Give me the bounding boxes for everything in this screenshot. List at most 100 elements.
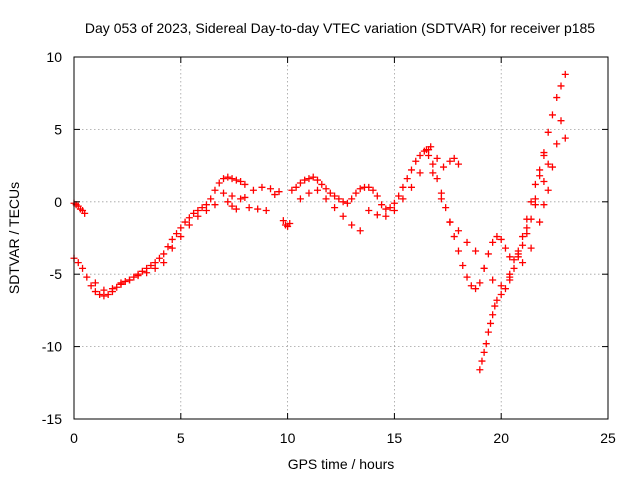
axis-ticks	[73, 56, 609, 420]
data-point	[241, 193, 249, 201]
data-point	[472, 285, 480, 293]
series-midday-track	[288, 146, 433, 213]
data-point	[446, 157, 454, 165]
data-point	[286, 220, 294, 228]
data-point	[365, 206, 373, 214]
data-point	[399, 195, 407, 203]
series-early-arc	[70, 199, 89, 217]
data-point	[177, 233, 185, 241]
data-point	[491, 302, 499, 310]
series-main-track	[70, 173, 249, 300]
data-point	[480, 348, 488, 356]
data-point	[427, 143, 435, 151]
data-point	[130, 273, 138, 281]
data-point	[305, 189, 313, 197]
data-point	[296, 195, 304, 203]
x-tick-label: 25	[600, 430, 616, 446]
data-point	[185, 214, 193, 222]
x-tick-label: 10	[280, 430, 296, 446]
data-point	[478, 357, 486, 365]
data-point	[548, 163, 556, 171]
data-point	[467, 282, 475, 290]
data-point	[91, 279, 99, 287]
data-point	[301, 176, 309, 184]
x-tick-label: 20	[493, 430, 509, 446]
data-point	[454, 227, 462, 235]
data-point	[472, 247, 480, 255]
data-point	[126, 276, 134, 284]
data-point	[160, 250, 168, 258]
grid	[74, 57, 608, 419]
data-point	[305, 175, 313, 183]
series-late-morning-scatter	[224, 183, 283, 214]
y-tick-label: -5	[50, 266, 63, 282]
data-point	[74, 259, 82, 267]
data-point	[228, 202, 236, 210]
data-point	[322, 185, 330, 193]
data-point	[544, 160, 552, 168]
data-point	[531, 180, 539, 188]
data-point	[544, 128, 552, 136]
data-point	[134, 272, 142, 280]
data-point	[561, 70, 569, 78]
data-point	[519, 241, 527, 249]
data-point	[331, 204, 339, 212]
data-point	[168, 244, 176, 252]
data-point	[506, 253, 514, 261]
data-point	[501, 244, 509, 252]
data-point	[241, 180, 249, 188]
data-point	[395, 192, 403, 200]
data-point	[309, 173, 317, 181]
data-point	[442, 204, 450, 212]
data-point	[232, 205, 240, 213]
data-point	[510, 264, 518, 272]
plot-frame	[73, 56, 609, 420]
data-point	[335, 195, 343, 203]
data-point	[493, 233, 501, 241]
y-tick-label: -15	[42, 411, 62, 427]
data-point	[352, 189, 360, 197]
data-point	[429, 160, 437, 168]
y-tick-label: 10	[46, 49, 62, 65]
series-late-ramp-b	[519, 117, 569, 267]
data-point	[275, 188, 283, 196]
data-point	[339, 212, 347, 220]
data-point	[237, 178, 245, 186]
data-point	[446, 218, 454, 226]
data-point	[561, 134, 569, 142]
data-point	[160, 259, 168, 267]
data-point	[173, 230, 181, 238]
data-point	[232, 176, 240, 184]
data-point	[378, 201, 386, 209]
data-point	[292, 183, 300, 191]
data-point	[194, 212, 202, 220]
data-point	[155, 254, 163, 262]
data-point	[536, 218, 544, 226]
series-afternoon-loop-a	[425, 151, 548, 293]
data-point	[271, 191, 279, 199]
data-point	[356, 185, 364, 193]
y-tick-labels: -15 -10 -5 0 5 10	[42, 49, 62, 427]
y-tick-label: 5	[54, 121, 62, 137]
data-point	[249, 186, 257, 194]
data-point	[531, 195, 539, 203]
x-axis-label: GPS time / hours	[288, 456, 395, 472]
data-point	[480, 264, 488, 272]
data-point	[497, 282, 505, 290]
data-point	[440, 163, 448, 171]
data-point	[540, 201, 548, 209]
data-point	[322, 195, 330, 203]
data-point	[416, 169, 424, 177]
data-point	[463, 273, 471, 281]
data-point	[288, 186, 296, 194]
data-point	[202, 206, 210, 214]
series-afternoon-loop-b	[429, 160, 552, 290]
data-point	[476, 279, 484, 287]
data-point	[224, 198, 232, 206]
data-point	[557, 117, 565, 125]
x-tick-labels: 0 5 10 15 20 25	[70, 430, 616, 446]
data-point	[454, 160, 462, 168]
y-axis-label: SDTVAR / TECUs	[6, 182, 22, 294]
data-point	[487, 319, 495, 327]
